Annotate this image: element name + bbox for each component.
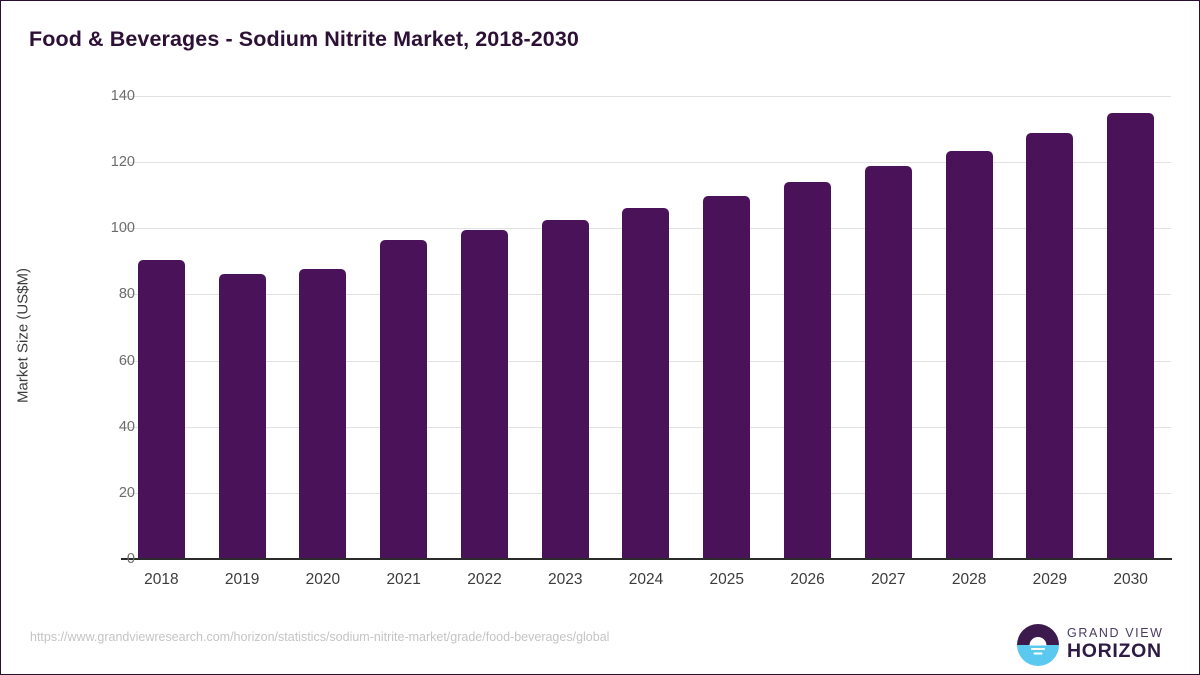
bar[interactable] <box>380 239 428 559</box>
y-axis-tick-label: 80 <box>118 286 135 303</box>
gridline <box>121 162 1171 164</box>
x-axis-tick-label: 2024 <box>628 571 664 588</box>
bar[interactable] <box>137 259 185 559</box>
gridline <box>121 96 1171 97</box>
x-axis-tick-label: 2023 <box>547 571 583 588</box>
bar[interactable] <box>1026 133 1074 559</box>
logo-wordmark: GRAND VIEW HORIZON <box>1067 626 1164 662</box>
x-axis-tick-label: 2018 <box>144 571 179 588</box>
horizon-circle-icon <box>1017 624 1059 666</box>
x-axis-tick-label: 2022 <box>467 571 502 588</box>
y-axis-tick-label: 140 <box>110 88 135 104</box>
x-axis-line <box>121 558 1172 560</box>
bar[interactable] <box>1107 113 1155 559</box>
x-axis-tick-label: 2025 <box>709 571 744 588</box>
x-axis-tick-label: 2030 <box>1113 571 1148 588</box>
x-axis-tick-label: 2027 <box>871 571 906 588</box>
y-axis-tick-label: 40 <box>118 418 135 435</box>
y-axis-title: Market Size (US$M) <box>14 267 32 404</box>
x-axis-tick-label: 2019 <box>224 571 260 588</box>
bar[interactable] <box>299 268 347 559</box>
bar[interactable] <box>864 166 912 559</box>
bar[interactable] <box>784 181 832 559</box>
x-axis-tick-label: 2028 <box>951 571 987 588</box>
bar[interactable] <box>541 219 589 559</box>
logo-line-1: GRAND VIEW <box>1067 626 1164 640</box>
bar[interactable] <box>218 273 266 559</box>
y-axis-tick-label: 20 <box>118 484 135 501</box>
x-axis-tick-label: 2026 <box>790 571 825 588</box>
bar[interactable] <box>622 207 670 559</box>
source-url[interactable]: https://www.grandviewresearch.com/horizo… <box>30 630 610 644</box>
bar[interactable] <box>703 195 751 559</box>
x-axis-tick-label: 2029 <box>1032 571 1068 588</box>
x-axis-tick-label: 2021 <box>386 571 421 588</box>
bars-and-gridlines <box>121 96 1171 559</box>
bar[interactable] <box>945 150 993 559</box>
y-axis-tick-label: 60 <box>118 352 135 369</box>
grand-view-horizon-logo: GRAND VIEW HORIZON <box>1017 623 1167 667</box>
y-axis-tick-label: 120 <box>110 154 135 171</box>
x-axis-tick-label: 2020 <box>305 571 341 588</box>
bar[interactable] <box>460 229 508 559</box>
logo-line-2: HORIZON <box>1067 640 1162 662</box>
page-title: Food & Beverages - Sodium Nitrite Market… <box>29 27 579 51</box>
y-axis-tick-label: 0 <box>126 551 135 567</box>
y-axis-tick-label: 100 <box>110 220 135 237</box>
